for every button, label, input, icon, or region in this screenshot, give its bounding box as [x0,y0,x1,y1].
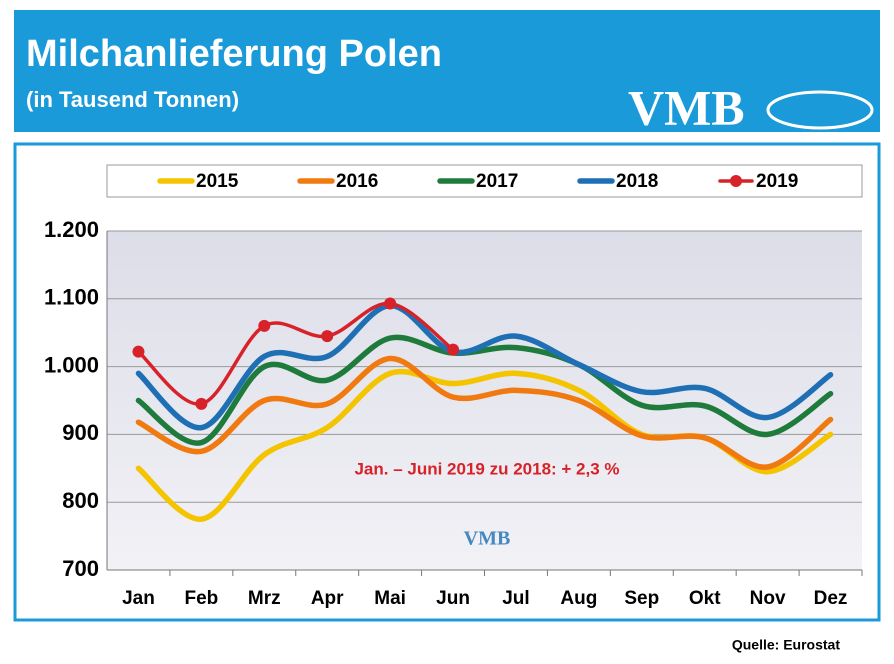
y-tick-label: 900 [62,420,99,445]
x-tick-label: Aug [560,588,597,609]
x-tick-label: Sep [624,588,659,609]
series-line [135,355,834,470]
annotation: Jan. – Juni 2019 zu 2018: + 2,3 % [354,459,619,478]
legend-label: 2017 [476,171,518,192]
data-point [258,319,271,332]
x-tick-label: Nov [750,588,786,609]
data-point [384,297,397,310]
data-point [195,397,208,410]
source: Quelle: Eurostat [732,637,840,653]
x-tick-label: Jun [436,588,470,609]
y-tick-label: 1.200 [44,217,99,242]
watermark-logo: VMB [464,528,511,550]
x-tick-label: Mai [374,588,406,609]
legend-label: 2018 [616,171,658,192]
x-tick-label: Jul [502,588,529,609]
y-tick-label: 1.100 [44,285,99,310]
legend-label: 2016 [336,171,378,192]
x-tick-label: Okt [689,588,721,609]
data-point [132,345,145,358]
series-line [135,302,834,431]
logo-swirl [766,90,874,130]
legend-label: 2019 [756,171,798,192]
x-tick-label: Jan [122,588,155,609]
data-point [447,343,460,356]
header [14,10,880,132]
logo: VMB [628,79,745,135]
x-tick-label: Feb [184,588,218,609]
legend-marker [730,175,742,187]
data-point [321,330,334,343]
y-tick-label: 1.000 [44,352,99,377]
x-tick-label: Apr [311,588,344,609]
plot-area [107,231,862,570]
series-line [136,301,455,406]
chart-subtitle: (in Tausend Tonnen) [26,87,239,112]
x-tick-label: Dez [814,588,848,609]
legend-label: 2015 [196,171,239,192]
chart-title: Milchanlieferung Polen [26,33,442,75]
x-tick-label: Mrz [248,588,281,609]
y-tick-label: 700 [62,556,99,581]
y-tick-label: 800 [62,488,99,513]
